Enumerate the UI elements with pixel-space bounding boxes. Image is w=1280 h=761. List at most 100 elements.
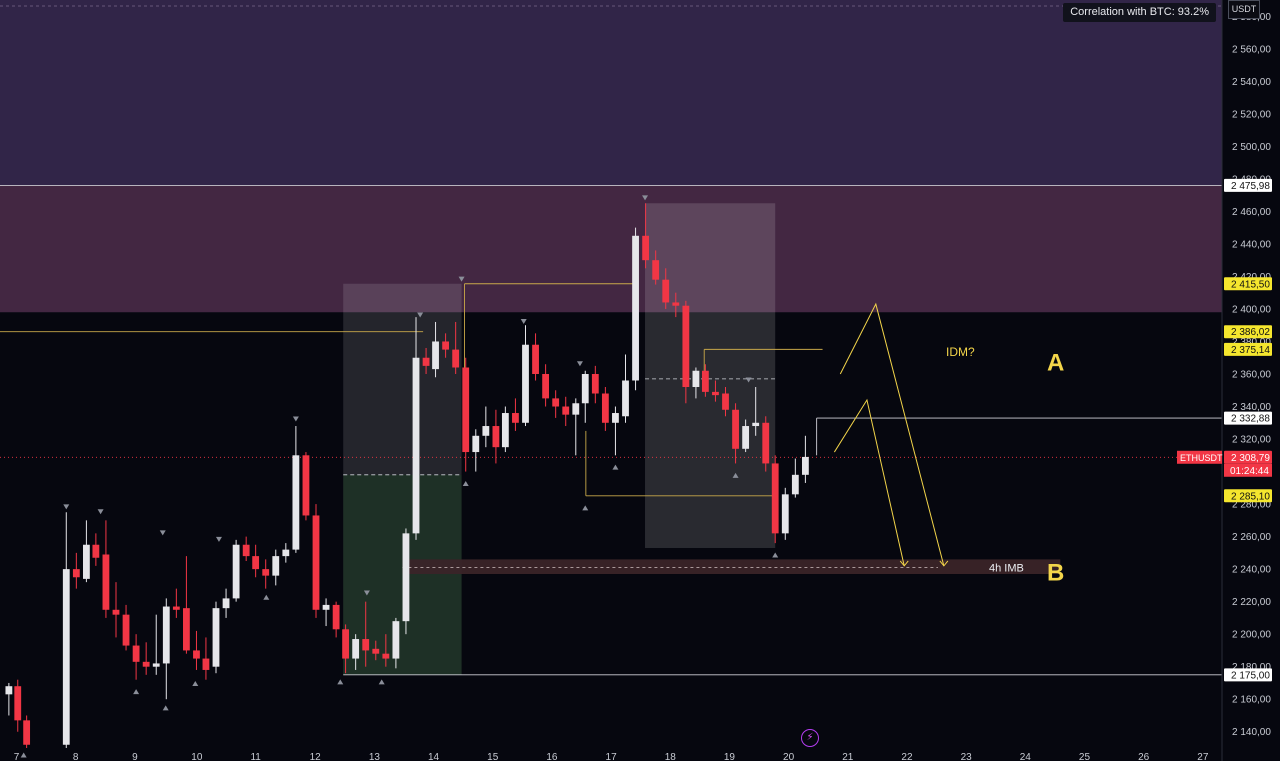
time-tick: 25 xyxy=(1079,752,1091,761)
candle-body xyxy=(332,604,340,630)
candle xyxy=(5,682,13,716)
candle xyxy=(302,452,310,521)
candle xyxy=(292,426,300,553)
lightning-icon[interactable]: ⚡ xyxy=(801,729,819,747)
candle-body xyxy=(402,533,410,622)
candle-body xyxy=(442,341,450,350)
candle-body xyxy=(562,406,570,415)
candle xyxy=(392,617,400,669)
candle-body xyxy=(5,686,13,695)
candle-body xyxy=(142,661,150,667)
candle-body xyxy=(202,658,210,670)
price-tick: 2 180,00 xyxy=(1232,662,1271,673)
candle-body xyxy=(72,569,80,578)
candle-body xyxy=(282,549,290,557)
candle-body xyxy=(272,556,280,576)
candle-body xyxy=(392,621,400,659)
time-tick: 21 xyxy=(842,752,854,761)
time-tick: 20 xyxy=(783,752,795,761)
candle-body xyxy=(172,606,180,610)
time-tick: 22 xyxy=(901,752,913,761)
candle-body xyxy=(791,474,799,495)
candle xyxy=(672,292,680,318)
swing-marker xyxy=(292,416,299,422)
price-label-bg xyxy=(1224,277,1272,291)
price-label: 2 375,14 xyxy=(1231,345,1270,356)
swing-marker xyxy=(159,530,166,536)
price-tick: 2 380,00 xyxy=(1232,337,1271,348)
candle xyxy=(332,601,340,638)
time-tick: 27 xyxy=(1197,752,1209,761)
candle-body xyxy=(632,235,639,381)
price-label-bg xyxy=(1224,325,1272,339)
range-box-left-lower xyxy=(343,474,462,675)
price-tick: 2 240,00 xyxy=(1232,565,1271,576)
candle-body xyxy=(222,598,230,609)
candle xyxy=(532,333,539,381)
candle xyxy=(352,634,360,670)
candle xyxy=(23,715,31,748)
candle xyxy=(132,634,140,680)
candle-body xyxy=(732,409,739,449)
price-tick: 2 540,00 xyxy=(1232,77,1271,88)
swing-marker xyxy=(337,679,344,685)
candle xyxy=(522,325,529,427)
arrowhead-b xyxy=(899,560,909,567)
candle-body xyxy=(742,426,750,449)
candle xyxy=(312,504,320,618)
candle xyxy=(402,528,410,635)
currency-selector[interactable]: USDT xyxy=(1228,0,1260,19)
swing-marker xyxy=(732,472,739,478)
candle xyxy=(242,536,250,561)
price-tick: 2 280,00 xyxy=(1232,500,1271,511)
swing-marker xyxy=(745,377,752,383)
candle-body xyxy=(781,494,789,534)
price-label: 2 475,98 xyxy=(1231,181,1270,192)
candle-body xyxy=(372,648,380,654)
candle-body xyxy=(193,650,200,659)
candle-body xyxy=(801,456,809,475)
candle xyxy=(252,544,260,578)
price-label-bg xyxy=(1224,489,1272,503)
candle-body xyxy=(382,653,390,659)
candle xyxy=(422,347,430,374)
swing-marker xyxy=(772,552,779,558)
annotations-layer: IDM? A B 4h IMB xyxy=(20,195,1064,758)
candle-body xyxy=(322,604,330,610)
candle-body xyxy=(92,544,100,558)
price-label: 2 285,10 xyxy=(1231,491,1270,502)
candle-body xyxy=(771,463,779,534)
swing-marker xyxy=(582,505,589,511)
price-tick: 2 560,00 xyxy=(1232,44,1271,55)
time-tick: 18 xyxy=(665,752,677,761)
candle-body xyxy=(552,398,560,407)
candle xyxy=(722,387,729,417)
candle xyxy=(472,429,480,472)
candle-body xyxy=(362,639,370,651)
candle-body xyxy=(152,663,160,667)
candle xyxy=(183,556,190,654)
swing-marker xyxy=(642,195,649,201)
candle xyxy=(232,539,240,602)
time-tick: 19 xyxy=(724,752,736,761)
candle-body xyxy=(102,554,110,610)
supply-zone xyxy=(0,0,1222,313)
candle xyxy=(742,419,750,453)
price-label-bg xyxy=(1224,411,1272,425)
swing-marker xyxy=(363,590,370,596)
swing-marker xyxy=(63,504,70,510)
candle xyxy=(572,398,580,456)
candle-body xyxy=(591,374,599,394)
candle-body xyxy=(312,515,320,610)
candle-body xyxy=(701,370,709,392)
candle xyxy=(601,387,609,431)
candle xyxy=(552,390,560,418)
candle-body xyxy=(682,305,690,388)
candle-body xyxy=(472,435,480,453)
candle xyxy=(152,614,160,675)
candle-body xyxy=(452,349,460,368)
candle xyxy=(212,601,220,674)
candle-body xyxy=(62,569,70,745)
